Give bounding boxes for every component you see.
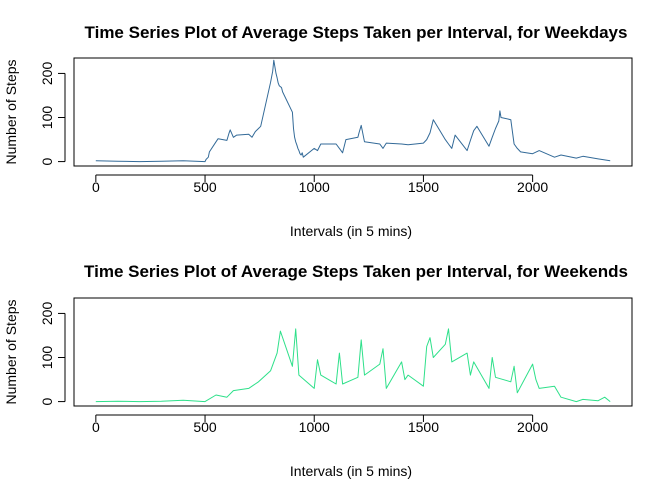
x-tick-label: 500 [193, 419, 217, 435]
chart-title: Time Series Plot of Average Steps Taken … [85, 23, 628, 42]
plot-frame [73, 297, 633, 407]
y-tick-label: 200 [39, 302, 55, 326]
y-axis-label: Number of Steps [3, 299, 19, 404]
x-tick-label: 1500 [408, 179, 439, 195]
series-line-1 [95, 59, 611, 163]
chart-title: Time Series Plot of Average Steps Taken … [84, 262, 628, 281]
x-tick-label: 0 [92, 419, 100, 435]
y-axis-label: Number of Steps [3, 59, 19, 164]
x-tick-label: 1000 [299, 179, 330, 195]
y-tick-label: 0 [39, 397, 55, 405]
plot-frame [73, 57, 633, 167]
x-tick-label: 1000 [299, 419, 330, 435]
chart-panel-2: Time Series Plot of Average Steps Taken … [3, 262, 633, 479]
y-tick-label: 200 [39, 62, 55, 86]
x-axis-label: Intervals (in 5 mins) [290, 223, 412, 239]
y-tick-label: 0 [39, 157, 55, 165]
x-tick-label: 2000 [517, 419, 548, 435]
y-tick-label: 100 [39, 106, 55, 130]
x-tick-label: 500 [193, 179, 217, 195]
x-tick-label: 0 [92, 179, 100, 195]
x-tick-label: 2000 [517, 179, 548, 195]
x-axis-label: Intervals (in 5 mins) [290, 463, 412, 479]
chart-panel-1: Time Series Plot of Average Steps Taken … [3, 23, 633, 239]
y-tick-label: 100 [39, 346, 55, 370]
x-tick-label: 1500 [408, 419, 439, 435]
series-line-1 [95, 328, 611, 403]
